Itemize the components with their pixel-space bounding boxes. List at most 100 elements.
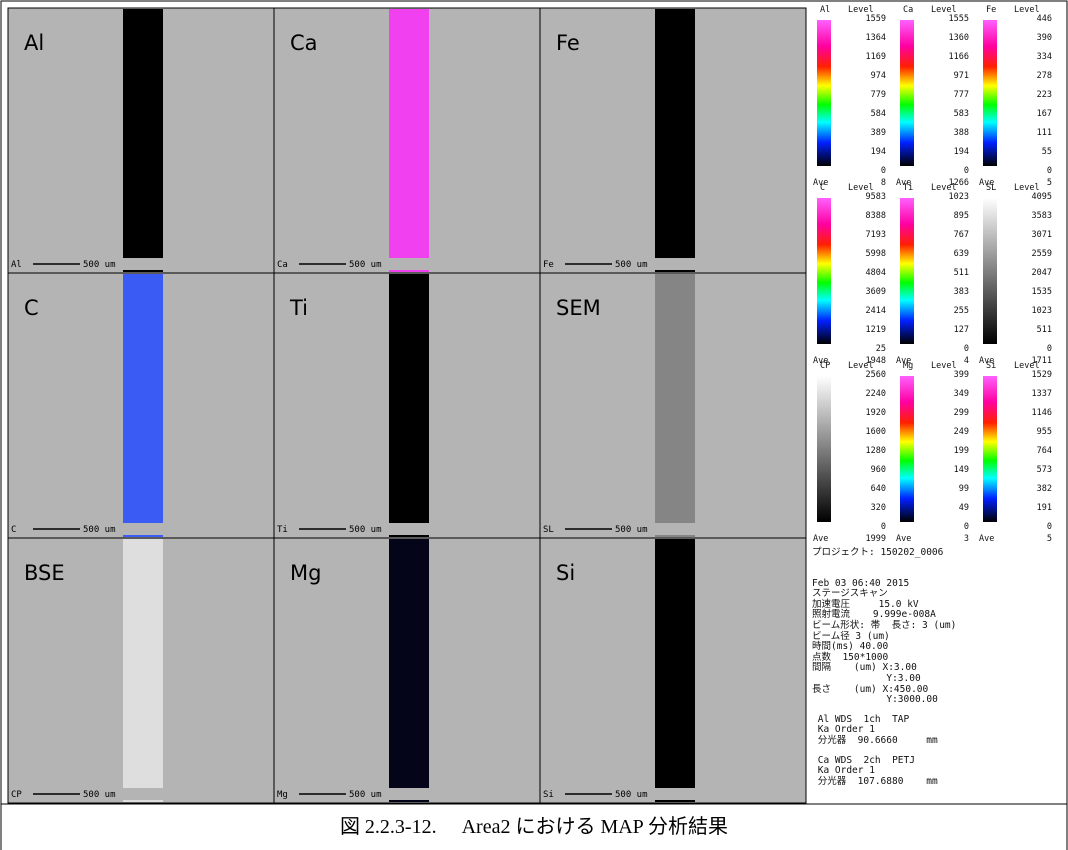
legend-ave: 1999 (866, 534, 886, 544)
legend-level: 99 (959, 484, 969, 494)
scale-text: 500 um (615, 260, 648, 270)
map-strip (655, 9, 695, 272)
legend-level: 511 (1037, 325, 1052, 335)
scale-element: CP (11, 790, 22, 800)
legend-level: 255 (954, 306, 969, 316)
legend-level: 640 (871, 484, 886, 494)
legend-level: 584 (871, 109, 886, 119)
scale-text: 500 um (349, 525, 382, 535)
legend-level: 167 (1037, 109, 1052, 119)
legend-level: 1555 (949, 14, 969, 24)
legend-ave: 5 (1047, 534, 1052, 544)
legend-level: 4095 (1032, 192, 1052, 202)
scale-text: 500 um (615, 525, 648, 535)
legend-level: 2560 (866, 370, 886, 380)
legend-level: 5998 (866, 249, 886, 259)
legend-level: 1023 (949, 192, 969, 202)
legend-gradient (983, 198, 997, 344)
info-line: 分光器 90.6660 mm (812, 736, 1058, 747)
legend-level: 399 (954, 370, 969, 380)
legend-level: 0 (881, 166, 886, 176)
legend-gradient (817, 198, 831, 344)
legend-level: 383 (954, 287, 969, 297)
legend-level: 1529 (1032, 370, 1052, 380)
color-legend: SiLevel1529133711469557645733821910Ave5 (979, 361, 1052, 544)
scale-element: Ca (277, 260, 288, 270)
scale-text: 500 um (615, 790, 648, 800)
legend-level: 1146 (1032, 408, 1052, 418)
legend-element: C (820, 183, 825, 193)
map-panel: CC500 um (8, 273, 274, 538)
panel-label: C (24, 296, 39, 320)
panel-label: Al (24, 31, 44, 55)
legend-element: Mg (903, 361, 913, 371)
legend-level: 1219 (866, 325, 886, 335)
info-line: Y:3000.00 (812, 695, 1058, 706)
legend-level: 639 (954, 249, 969, 259)
map-panel: BSECP500 um (8, 538, 274, 803)
panel-label: Fe (556, 31, 580, 55)
color-legend: TiLevel10238957676395113832551270Ave4 (896, 183, 969, 366)
legend-ave-label: Ave (896, 534, 911, 544)
legend-gradient (900, 376, 914, 522)
legend-level: 777 (954, 90, 969, 100)
legend-level: 1364 (866, 33, 886, 43)
scale-text: 500 um (83, 790, 116, 800)
legend-level: 0 (964, 344, 969, 354)
scale-element: Si (543, 790, 554, 800)
legend-level: 0 (1047, 166, 1052, 176)
legend-level: 388 (954, 128, 969, 138)
legend-ave: 8 (881, 178, 886, 188)
panel-label: SEM (556, 296, 601, 320)
legend-level: 446 (1037, 14, 1052, 24)
legend-level: 764 (1037, 446, 1052, 456)
page: {"panels": [ {"label": "Al", "scale_labe… (0, 0, 1068, 850)
legend-level: 3609 (866, 287, 886, 297)
legend-level: 25 (876, 344, 886, 354)
legend-level: 2414 (866, 306, 886, 316)
map-panel: AlAl500 um (8, 8, 274, 273)
legend-level: 49 (959, 503, 969, 513)
map-panel: CaCa500 um (274, 8, 540, 273)
legend-level: 3583 (1032, 211, 1052, 221)
legend-element: Al (820, 5, 830, 15)
legend-level: 573 (1037, 465, 1052, 475)
color-legend: CaLevel1555136011669717775833881940Ave12… (896, 5, 969, 188)
legend-gradient (900, 198, 914, 344)
legend-level: 0 (964, 522, 969, 532)
scale-element: Ti (277, 525, 288, 535)
map-strip (123, 274, 163, 537)
legend-level: 0 (1047, 522, 1052, 532)
legend-level: 1920 (866, 408, 886, 418)
legend-element: CP (820, 361, 830, 371)
legend-level: 320 (871, 503, 886, 513)
map-strip (655, 274, 695, 537)
legend-element: Ti (903, 183, 913, 193)
legend-level: 0 (881, 522, 886, 532)
color-legend: AlLevel1559136411699747795843891940Ave8 (813, 5, 886, 188)
legend-level: 1559 (866, 14, 886, 24)
map-strip (389, 9, 429, 272)
scale-element: C (11, 525, 16, 535)
legend-gradient (983, 376, 997, 522)
legend-level: 2047 (1032, 268, 1052, 278)
legend-level: 194 (954, 147, 969, 157)
legend-level: 4804 (866, 268, 886, 278)
legend-level: 194 (871, 147, 886, 157)
scale-text: 500 um (349, 260, 382, 270)
legend-level: 9583 (866, 192, 886, 202)
scale-element: SL (543, 525, 554, 535)
scale-element: Fe (543, 260, 554, 270)
legend-level: 2559 (1032, 249, 1052, 259)
legend-gradient (900, 20, 914, 166)
info-line: 分光器 107.6880 mm (812, 777, 1058, 788)
legend-ave: 3 (964, 534, 969, 544)
legend-level: 199 (954, 446, 969, 456)
legend-gradient (817, 376, 831, 522)
map-panel: SEM SL 500 um (540, 273, 806, 538)
